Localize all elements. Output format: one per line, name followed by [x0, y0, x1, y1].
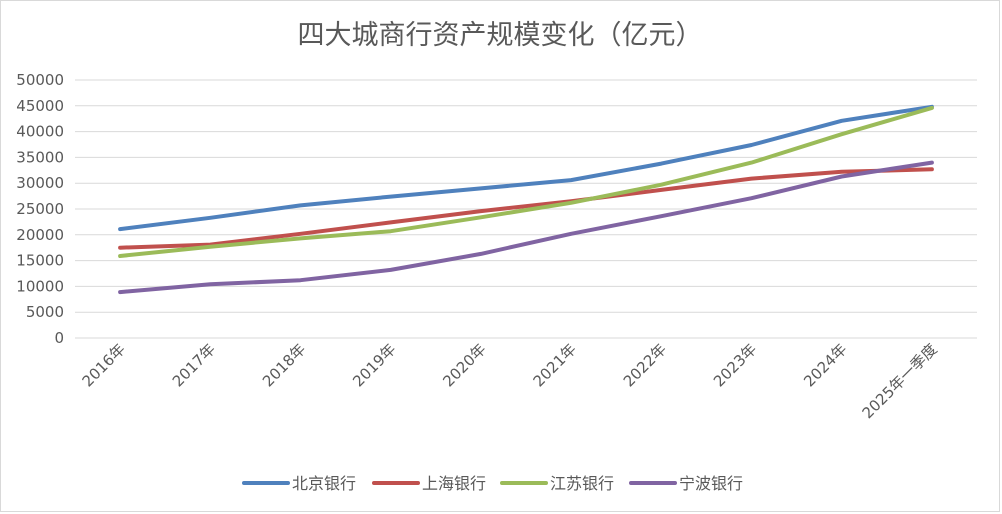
- y-tick-label: 10000: [16, 277, 64, 295]
- y-tick-label: 45000: [16, 97, 64, 115]
- series-line: [118, 105, 934, 258]
- legend-label: 上海银行: [422, 474, 486, 493]
- x-tick-label: 2016年: [79, 340, 129, 390]
- x-axis-ticks: 2016年 2017年 2018年 2019年 2020年 2021年 2022年 2023年…: [79, 340, 941, 422]
- y-tick-label: 25000: [16, 200, 64, 218]
- x-tick-label: 2023年: [710, 340, 760, 390]
- x-tick-label: 2024年: [800, 340, 850, 390]
- y-tick-label: 50000: [16, 71, 64, 89]
- x-tick-label: 2017年: [169, 340, 219, 390]
- legend-label: 北京银行: [292, 474, 356, 493]
- y-tick-label: 0: [54, 329, 64, 347]
- legend-label: 宁波银行: [679, 474, 743, 493]
- y-tick-label: 15000: [16, 252, 64, 270]
- series-lines: [118, 104, 934, 295]
- y-tick-label: 40000: [16, 123, 64, 141]
- chart-title: 四大城商行资产规模变化（亿元）: [298, 20, 703, 51]
- y-tick-label: 5000: [26, 303, 64, 321]
- gridlines: [75, 79, 977, 339]
- y-tick-label: 35000: [16, 148, 64, 166]
- x-tick-label: 2022年: [620, 340, 670, 390]
- x-tick-label: 2019年: [349, 340, 399, 390]
- legend-label: 江苏银行: [550, 474, 614, 493]
- series-line: [118, 160, 934, 295]
- x-tick-label: 2020年: [439, 340, 489, 390]
- legend: 北京银行 上海银行 江苏银行 宁波银行: [242, 474, 743, 493]
- series-line: [118, 104, 934, 232]
- series-line: [118, 167, 934, 250]
- y-axis-ticks: 0 5000 10000 15000 20000 25000 30000 35000 40000…: [16, 71, 64, 347]
- y-tick-label: 30000: [16, 174, 64, 192]
- y-tick-label: 20000: [16, 226, 64, 244]
- x-tick-label: 2025年一季度: [859, 340, 941, 422]
- x-tick-label: 2018年: [259, 340, 309, 390]
- x-tick-label: 2021年: [530, 340, 580, 390]
